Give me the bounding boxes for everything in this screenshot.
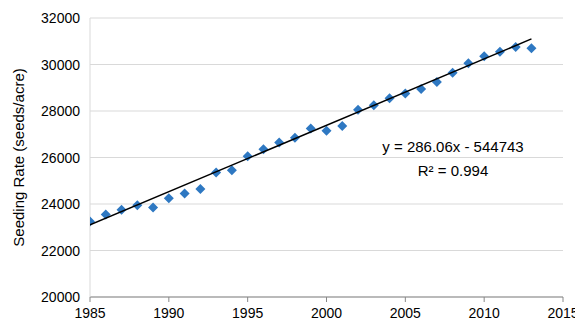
data-point — [148, 202, 158, 212]
y-tick-label: 28000 — [41, 103, 80, 119]
y-axis-label: Seeding Rate (seeds/acre) — [10, 68, 27, 246]
grid-line — [90, 250, 563, 251]
x-tick — [405, 297, 406, 302]
y-tick-label: 26000 — [41, 150, 80, 166]
data-point — [195, 184, 205, 194]
data-point — [526, 43, 536, 53]
x-tick-label: 1985 — [74, 305, 105, 321]
y-axis-line — [90, 18, 91, 297]
grid-line — [90, 18, 563, 19]
y-tick-label: 22000 — [41, 243, 80, 259]
data-point — [180, 189, 190, 199]
x-tick-label: 2000 — [311, 305, 342, 321]
x-tick — [484, 297, 485, 302]
grid-line — [90, 157, 563, 158]
grid-line — [90, 64, 563, 65]
x-tick-label: 2005 — [390, 305, 421, 321]
annotation: y = 286.06x - 544743 — [382, 138, 523, 155]
grid-line — [90, 111, 563, 112]
x-tick-label: 2010 — [469, 305, 500, 321]
x-tick — [90, 297, 91, 302]
trend-line — [90, 39, 531, 225]
chart-container: 20000 22000 24000 26000 28000 30000 32000 1985 1… — [0, 0, 575, 336]
x-tick-label: 2015 — [547, 305, 575, 321]
y-tick-label: 32000 — [41, 10, 80, 26]
x-tick — [168, 297, 169, 302]
x-tick — [247, 297, 248, 302]
grid-line — [90, 204, 563, 205]
data-point — [164, 193, 174, 203]
y-tick-label: 24000 — [41, 196, 80, 212]
annotation: R² = 0.994 — [418, 162, 488, 179]
data-point — [337, 121, 347, 131]
plot-area — [90, 39, 536, 227]
x-tick-label: 1995 — [232, 305, 263, 321]
x-tick — [563, 297, 564, 302]
y-tick-label: 20000 — [41, 289, 80, 305]
y-tick-label: 30000 — [41, 57, 80, 73]
x-tick — [326, 297, 327, 302]
x-tick-label: 1990 — [153, 305, 184, 321]
chart-svg: 20000 22000 24000 26000 28000 30000 32000 1985 1… — [0, 0, 575, 336]
